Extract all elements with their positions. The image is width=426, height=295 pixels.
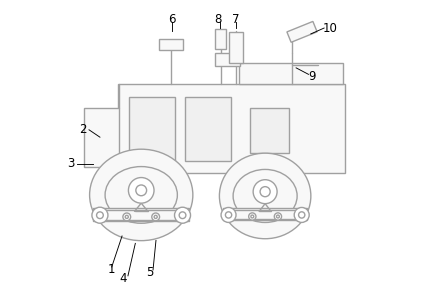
Circle shape	[123, 213, 130, 221]
Bar	[228, 32, 242, 63]
Bar	[250, 108, 288, 153]
Circle shape	[96, 212, 103, 219]
Bar	[185, 97, 230, 161]
Bar	[222, 208, 307, 220]
Bar	[93, 208, 189, 221]
Circle shape	[135, 185, 146, 196]
Text: 9: 9	[308, 70, 315, 83]
Text: 2: 2	[79, 123, 86, 136]
Bar	[95, 210, 187, 219]
Circle shape	[125, 215, 128, 218]
Text: 4: 4	[120, 272, 127, 285]
Circle shape	[92, 207, 108, 223]
Circle shape	[221, 207, 236, 222]
Circle shape	[225, 212, 231, 218]
Circle shape	[298, 212, 304, 218]
Circle shape	[174, 207, 190, 223]
Text: 7: 7	[231, 13, 239, 26]
Circle shape	[179, 212, 185, 219]
Circle shape	[154, 215, 157, 218]
Text: 3: 3	[67, 157, 75, 170]
Circle shape	[259, 187, 270, 197]
Text: 10: 10	[322, 22, 337, 35]
Bar	[238, 63, 343, 84]
Circle shape	[248, 213, 255, 220]
Circle shape	[294, 207, 308, 222]
Circle shape	[250, 215, 253, 218]
Bar	[214, 29, 226, 49]
Circle shape	[253, 180, 276, 204]
Circle shape	[128, 178, 154, 203]
Text: 8: 8	[214, 13, 221, 26]
Bar	[224, 210, 305, 219]
Ellipse shape	[219, 153, 310, 239]
Bar	[158, 39, 182, 50]
Circle shape	[151, 213, 159, 221]
Text: 5: 5	[146, 266, 153, 279]
Text: 6: 6	[168, 13, 176, 26]
Polygon shape	[286, 22, 317, 42]
Circle shape	[276, 215, 279, 218]
Ellipse shape	[89, 149, 193, 241]
Text: 1: 1	[108, 263, 115, 276]
Bar	[83, 108, 119, 167]
Bar	[117, 84, 344, 173]
Bar	[129, 97, 175, 161]
Circle shape	[273, 213, 281, 220]
Bar	[214, 53, 239, 66]
